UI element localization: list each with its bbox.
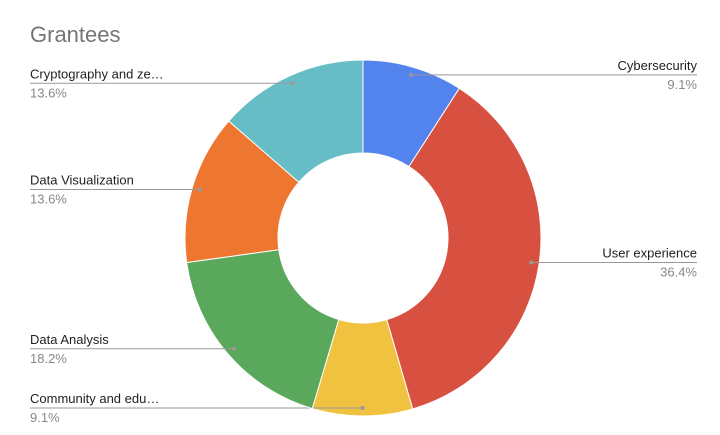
value-label: 13.6% <box>30 192 67 207</box>
slice-label: Cryptography and ze… <box>30 66 164 81</box>
leader-dot <box>290 81 295 86</box>
value-label: 9.1% <box>30 410 60 425</box>
slice-label: Community and edu… <box>30 391 159 406</box>
slice-label: User experience <box>602 245 697 260</box>
slice <box>228 59 364 183</box>
slice-label: Cybersecurity <box>618 58 698 73</box>
leader-dot <box>529 260 534 265</box>
value-label: 13.6% <box>30 85 67 100</box>
leader-dot <box>198 187 203 192</box>
leader-dot <box>232 346 237 351</box>
chart-title: Grantees <box>30 22 121 47</box>
value-label: 9.1% <box>667 77 697 92</box>
slice-label: Data Visualization <box>30 173 134 188</box>
slice-label: Data Analysis <box>30 332 109 347</box>
value-label: 18.2% <box>30 351 67 366</box>
slice <box>386 87 542 410</box>
slice <box>186 249 340 410</box>
leader-dot <box>408 72 413 77</box>
leader-dot <box>360 405 365 410</box>
value-label: 36.4% <box>660 264 697 279</box>
